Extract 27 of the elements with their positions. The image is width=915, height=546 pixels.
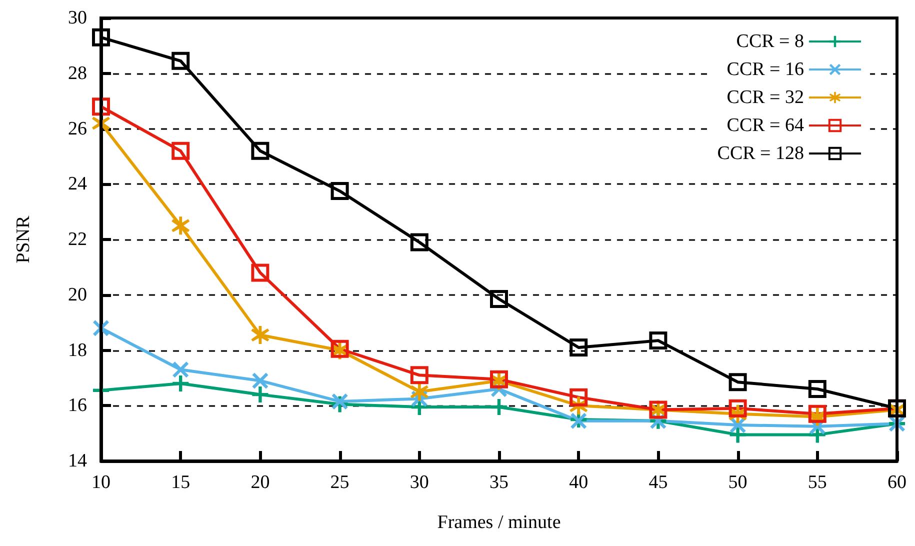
x-tick-label: 10 xyxy=(92,472,110,493)
y-tick-label: 16 xyxy=(68,395,87,416)
x-tick-label: 25 xyxy=(330,472,350,493)
y-tick-label: 22 xyxy=(68,229,87,250)
x-tick-label: 45 xyxy=(648,472,668,493)
x-tick-label: 35 xyxy=(490,472,508,493)
y-tick-label: 20 xyxy=(68,284,87,306)
y-tick-label: 14 xyxy=(68,450,88,472)
legend-label: CCR = 128 xyxy=(717,143,804,164)
y-axis-title: PSNR xyxy=(13,215,34,264)
x-tick-label: 60 xyxy=(888,472,906,493)
y-tick-label: 18 xyxy=(68,340,87,361)
x-tick-label: 30 xyxy=(410,472,429,493)
legend-label: CCR = 64 xyxy=(726,115,804,136)
x-tick-label: 15 xyxy=(171,472,190,493)
legend-label: CCR = 8 xyxy=(736,31,804,52)
x-tick-label: 50 xyxy=(728,472,748,493)
y-tick-label: 28 xyxy=(68,62,87,84)
x-tick-label: 55 xyxy=(808,472,827,493)
x-tick-label: 40 xyxy=(569,472,588,493)
x-tick-label: 20 xyxy=(250,472,270,493)
y-tick-label: 26 xyxy=(68,118,87,140)
legend-label: CCR = 32 xyxy=(726,87,804,108)
y-tick-label: 24 xyxy=(68,174,88,195)
x-axis-title: Frames / minute xyxy=(437,512,561,533)
legend-label: CCR = 16 xyxy=(726,59,804,80)
y-tick-label: 30 xyxy=(68,8,87,28)
